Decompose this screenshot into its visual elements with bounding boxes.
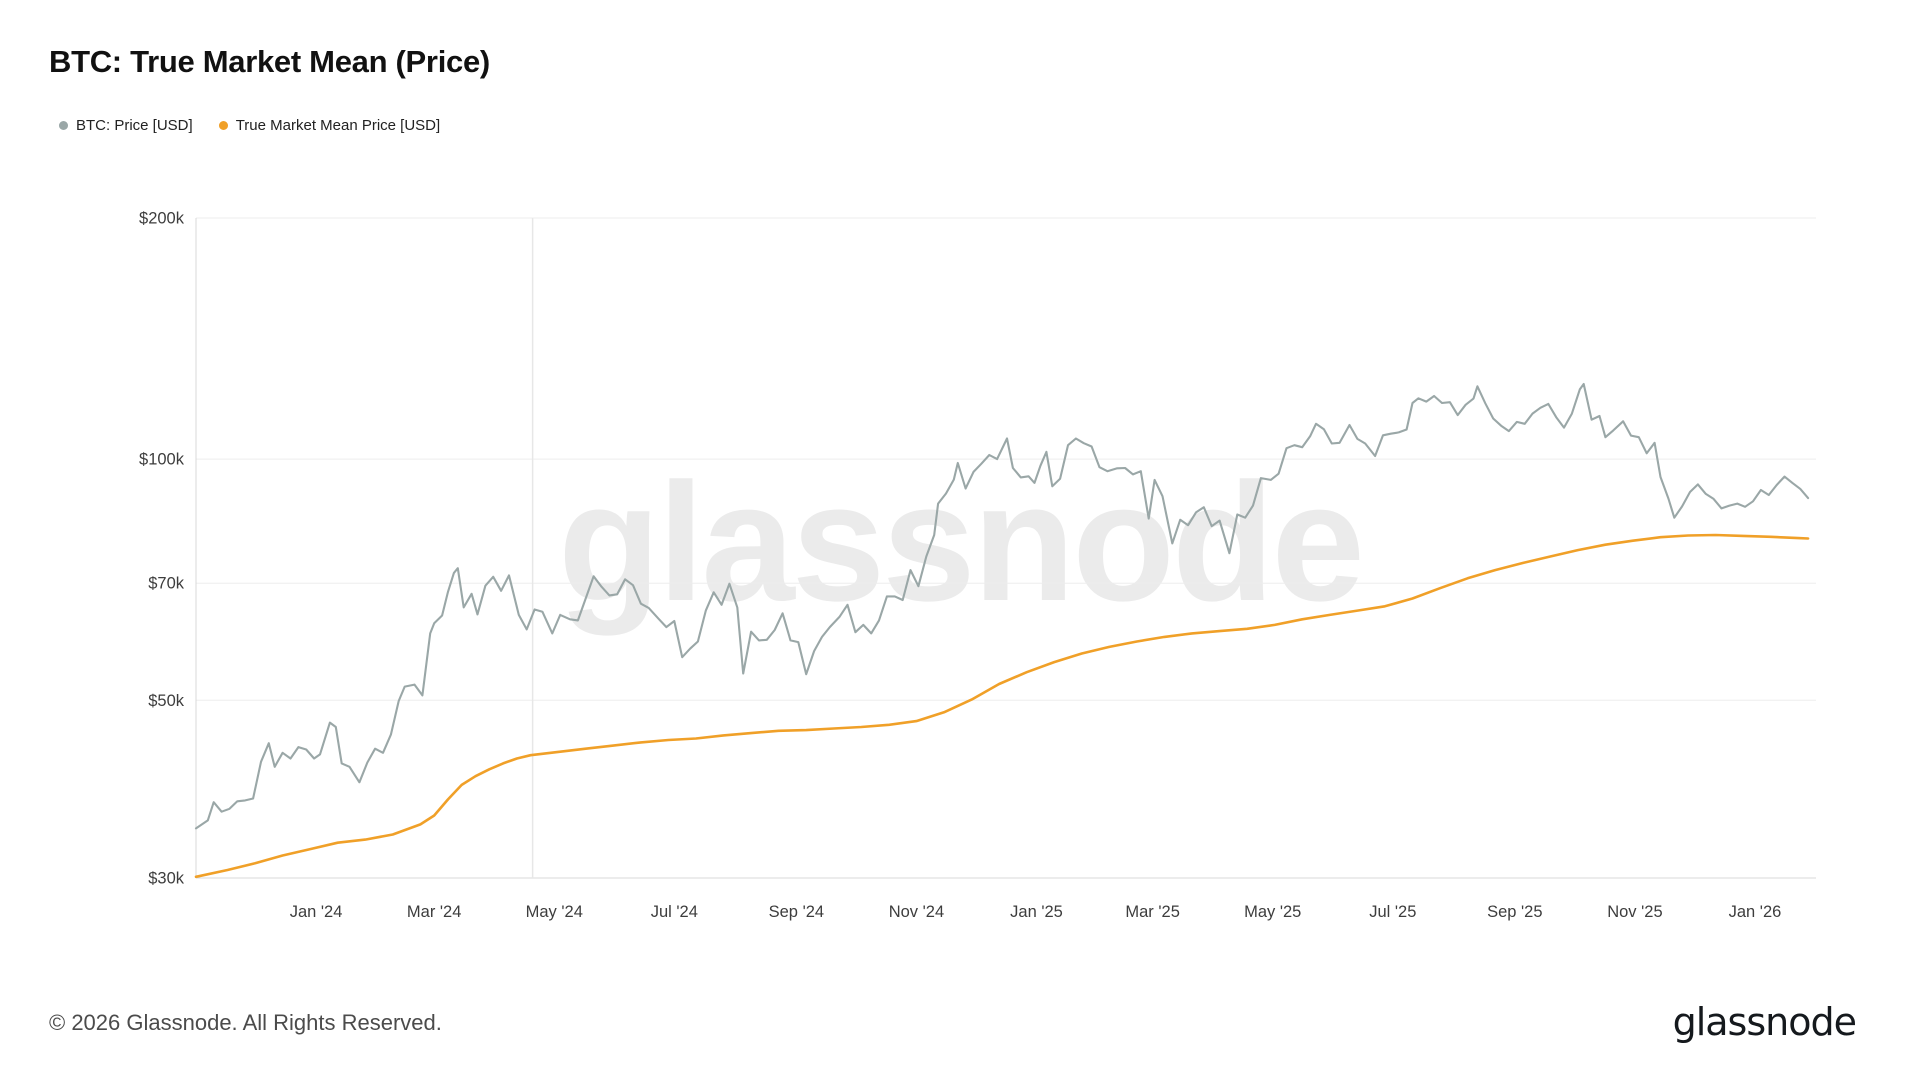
true-market-mean-line[interactable] — [194, 533, 1810, 879]
legend-item-true-market-mean[interactable]: True Market Mean Price [USD] — [218, 117, 441, 134]
x-axis-tick-label: Jan '25 — [1010, 903, 1063, 921]
legend-item-btc-price[interactable]: BTC: Price [USD] — [59, 117, 193, 134]
x-axis-tick-label: Nov '24 — [889, 903, 944, 921]
x-axis-tick-label: Jul '24 — [651, 903, 698, 921]
x-axis-tick-label: May '25 — [1244, 903, 1301, 921]
x-axis-tick-label: Mar '24 — [407, 903, 462, 921]
x-axis-tick-label: Sep '24 — [769, 903, 824, 921]
x-axis-tick-label: Mar '25 — [1125, 903, 1180, 921]
legend-label-btc-price: BTC: Price [USD] — [76, 117, 193, 134]
legend-label-true-market-mean: True Market Mean Price [USD] — [235, 117, 441, 134]
x-axis-tick-label: Jul '25 — [1369, 903, 1416, 921]
glassnode-logo[interactable]: glassnode — [1672, 1000, 1857, 1044]
legend-dot-true-market-mean-icon — [218, 121, 228, 130]
y-axis-tick-label: $70k — [148, 575, 185, 593]
btc-price-line[interactable] — [194, 382, 1810, 830]
chart-legend: BTC: Price [USD] True Market Mean Price … — [59, 117, 440, 134]
x-axis-tick-label: May '24 — [526, 903, 583, 921]
y-axis-tick-label: $50k — [148, 692, 185, 710]
x-axis-tick-label: Jan '24 — [290, 903, 343, 921]
legend-dot-btc-price-icon — [59, 121, 68, 130]
chart-plot-area[interactable] — [196, 218, 1816, 878]
y-axis-tick-label: $100k — [139, 451, 185, 469]
x-axis-tick-label: Jan '26 — [1729, 903, 1782, 921]
x-axis-tick-label: Sep '25 — [1487, 903, 1542, 921]
glassnode-watermark: glassnode — [558, 448, 1362, 636]
y-axis-tick-label: $200k — [139, 210, 185, 228]
x-axis-tick-label: Nov '25 — [1607, 903, 1662, 921]
y-axis-tick-label: $30k — [148, 870, 185, 888]
footer-copyright: © 2026 Glassnode. All Rights Reserved. — [49, 1010, 442, 1035]
page-title: BTC: True Market Mean (Price) — [49, 44, 490, 79]
